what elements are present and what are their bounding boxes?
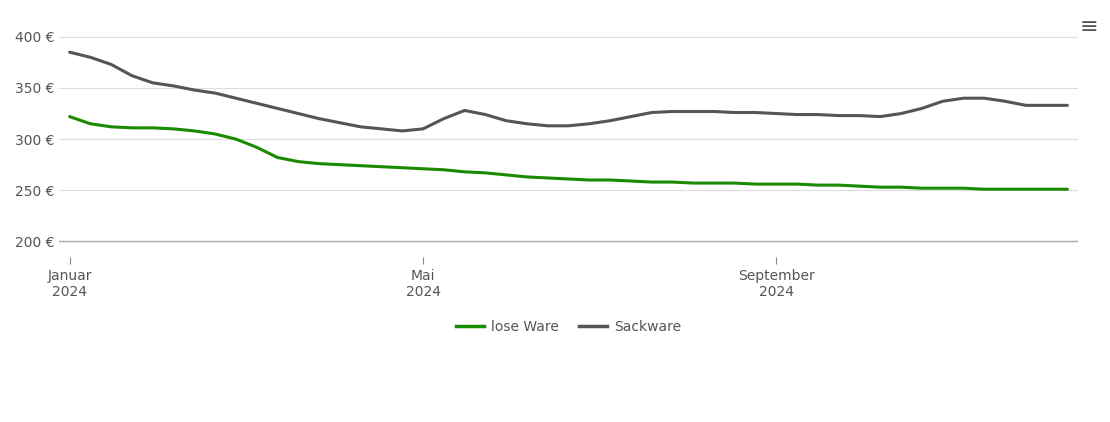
Legend: lose Ware, Sackware: lose Ware, Sackware [451,314,687,339]
Text: ≡: ≡ [1080,17,1098,37]
